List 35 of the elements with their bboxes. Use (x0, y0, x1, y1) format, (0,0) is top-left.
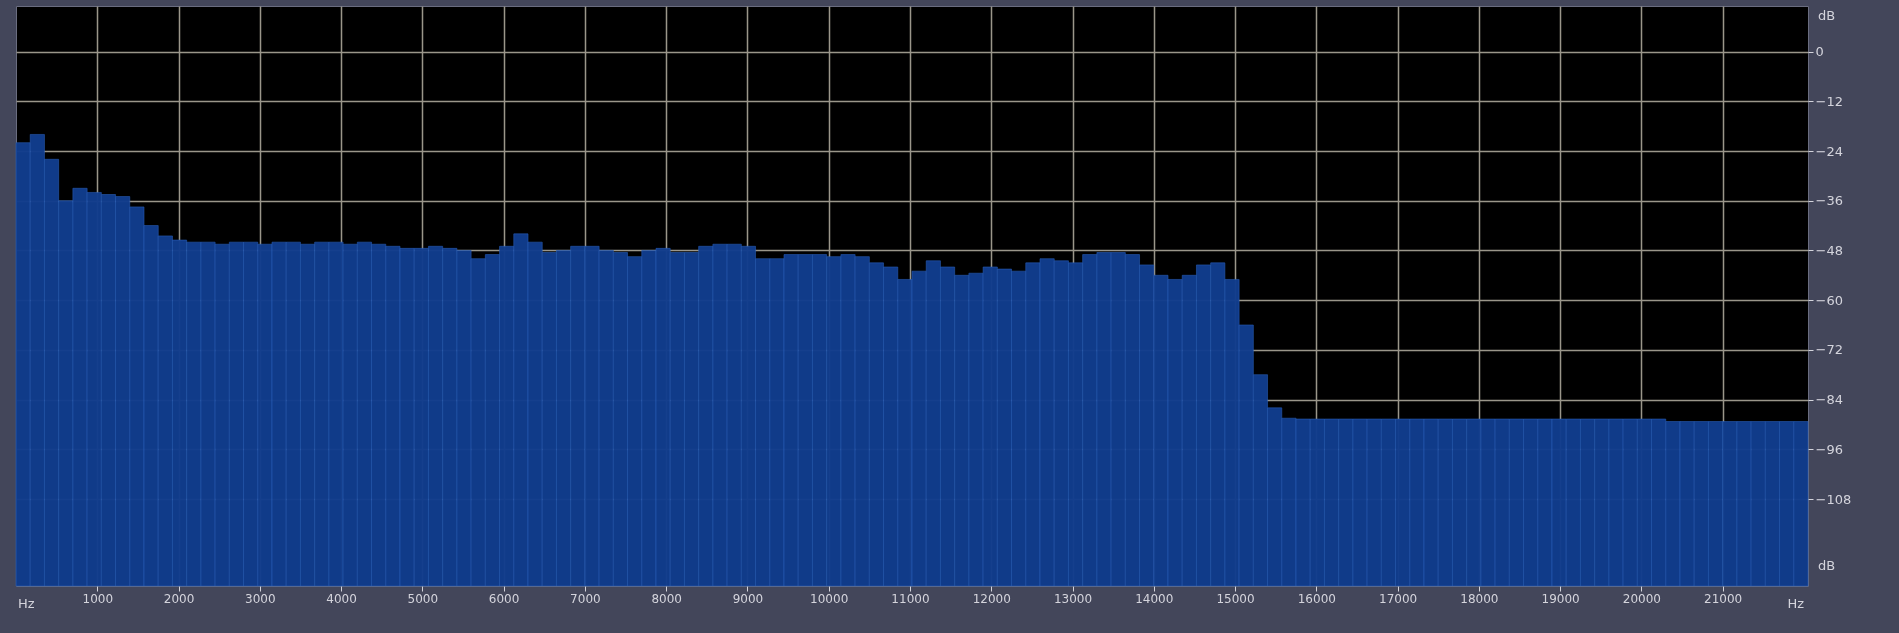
x-tick-label: 4000 (326, 591, 357, 606)
y-tick-label: −48 (1815, 242, 1843, 258)
y-axis-title: dB (1818, 8, 1836, 23)
y-tick-label: −108 (1815, 491, 1852, 507)
x-tick-label: 20000 (1622, 591, 1661, 606)
y-tick-label: −36 (1815, 193, 1843, 209)
y-tick-label: −84 (1815, 392, 1843, 408)
x-tick-label: 16000 (1297, 591, 1336, 606)
x-tick-label: 13000 (1053, 591, 1093, 606)
x-tick-label: 8000 (651, 591, 682, 606)
x-tick-label: 11000 (891, 591, 930, 606)
x-tick-label: 15000 (1216, 591, 1255, 606)
y-tick-label: −24 (1815, 143, 1843, 159)
x-tick-label: 2000 (163, 591, 195, 606)
x-tick-label: 1000 (82, 591, 114, 606)
y-tick-label: −72 (1815, 342, 1843, 358)
x-tick-label: 12000 (972, 591, 1011, 606)
x-axis-title: Hz (18, 596, 35, 611)
x-tick-label: 5000 (407, 591, 439, 606)
x-tick-label: 9000 (732, 591, 764, 606)
x-tick-label: 21000 (1704, 591, 1743, 606)
y-tick-label: −12 (1815, 93, 1843, 109)
x-tick-label: 10000 (810, 591, 849, 606)
x-tick-label: 7000 (570, 591, 601, 606)
text: Hz (1787, 596, 1804, 611)
y-tick-label: −96 (1815, 441, 1843, 457)
y-tick-label: −60 (1815, 292, 1843, 308)
x-tick-label: 3000 (245, 591, 276, 606)
y-tick-label: 0 (1815, 44, 1824, 60)
x-tick-label: 18000 (1460, 591, 1499, 606)
x-tick-label: 17000 (1378, 591, 1418, 606)
text: dB (1818, 558, 1836, 573)
x-tick-label: 6000 (488, 591, 520, 606)
x-tick-label: 14000 (1135, 591, 1174, 606)
x-tick-label: 19000 (1541, 591, 1580, 606)
